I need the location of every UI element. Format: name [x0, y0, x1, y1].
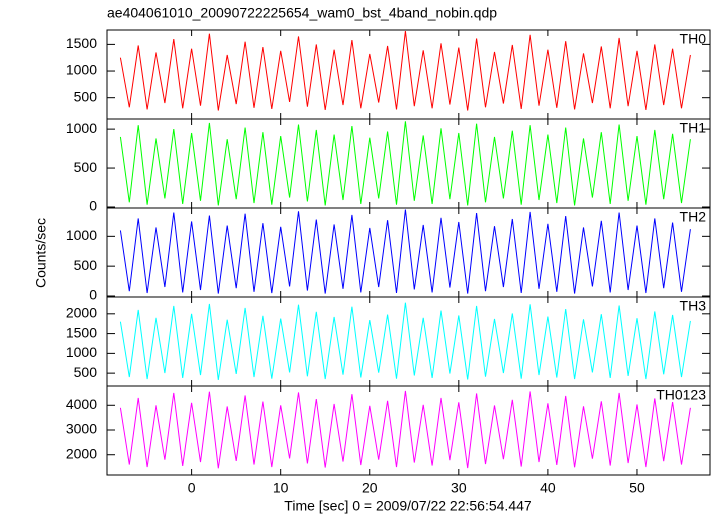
y-tick-label: 500	[74, 364, 98, 380]
series-line	[119, 390, 691, 469]
x-tick-label: 40	[540, 480, 556, 496]
y-tick-label: 500	[74, 257, 98, 273]
y-tick-label: 1000	[66, 344, 97, 360]
series-line	[119, 302, 691, 380]
series-line	[119, 121, 691, 206]
x-tick-label: 50	[629, 480, 645, 496]
series-line	[119, 31, 691, 111]
series-label: TH1	[680, 120, 707, 136]
x-axis-label: Time [sec] 0 = 2009/07/22 22:56:54.447	[284, 498, 532, 514]
y-tick-label: 3000	[66, 421, 97, 437]
x-tick-label: 10	[273, 480, 289, 496]
y-tick-label: 2000	[66, 305, 97, 321]
y-tick-label: 500	[74, 88, 98, 104]
y-tick-label: 500	[74, 159, 98, 175]
x-tick-label: 30	[451, 480, 467, 496]
y-tick-label: 2000	[66, 445, 97, 461]
y-tick-label: 1500	[66, 324, 97, 340]
y-axis-label: Counts/sec	[33, 218, 49, 288]
series-line	[119, 209, 691, 294]
x-tick-label: 0	[188, 480, 196, 496]
series-label: TH3	[680, 298, 707, 314]
chart-title: ae404061010_20090722225654_wam0_bst_4ban…	[107, 5, 497, 21]
series-label: TH2	[680, 209, 707, 225]
y-tick-label: 1000	[66, 120, 97, 136]
y-tick-label: 1000	[66, 227, 97, 243]
x-tick-label: 20	[362, 480, 378, 496]
series-label: TH0123	[656, 387, 706, 403]
y-tick-label: 4000	[66, 396, 97, 412]
series-label: TH0	[680, 31, 707, 47]
y-tick-label: 1000	[66, 62, 97, 78]
y-tick-label: 0	[89, 198, 97, 214]
y-tick-label: 0	[89, 287, 97, 303]
panel-frame	[106, 207, 711, 298]
y-tick-label: 1500	[66, 35, 97, 51]
